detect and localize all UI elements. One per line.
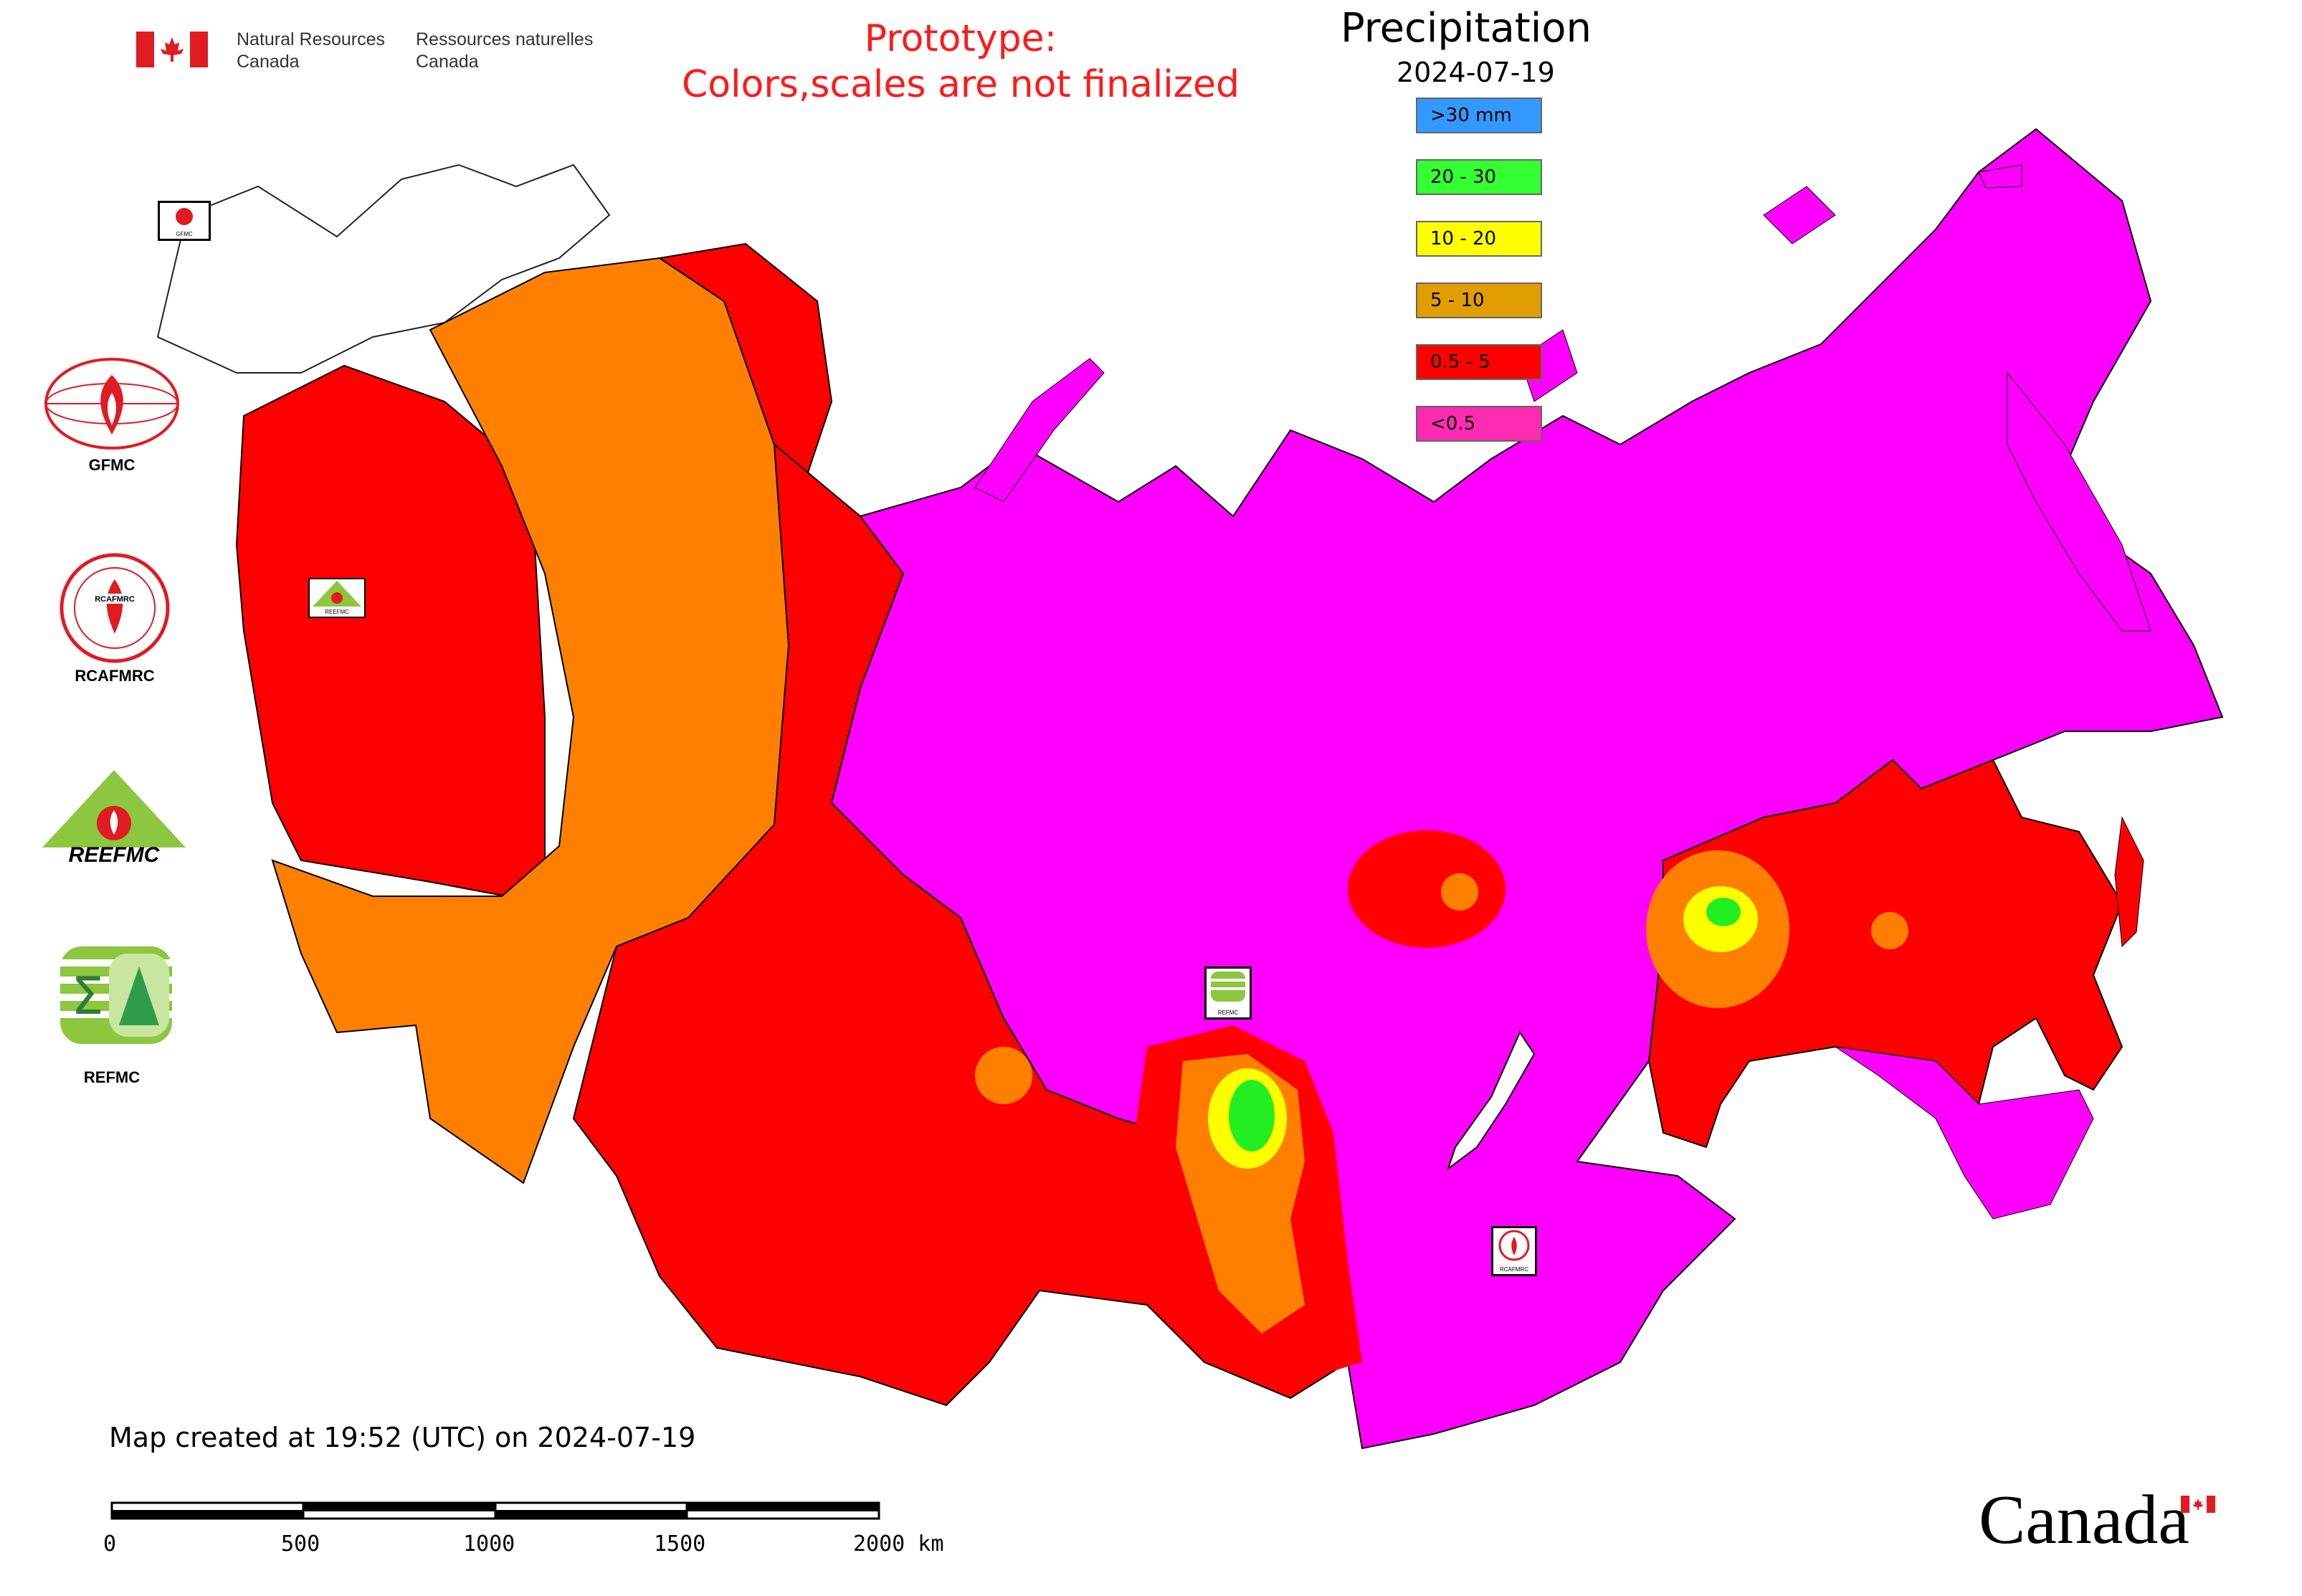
legend-item-4: 0.5 - 5: [1416, 344, 1542, 380]
canada-flag-icon: [136, 32, 208, 67]
legend-item-3: 5 - 10: [1416, 282, 1542, 318]
gfmc-badge-icon: [176, 208, 193, 225]
rcafmrc-map-badge[interactable]: RCAFMRC: [1491, 1226, 1537, 1276]
blob-siberia-red: [1348, 830, 1506, 948]
legend-item-1: 20 - 30: [1416, 159, 1542, 195]
reefmc-badge-icon: [313, 581, 361, 607]
region-west-red: [235, 364, 546, 905]
reefmc-map-badge[interactable]: REEFMC: [308, 578, 366, 618]
dept-name-en: Natural Resources Canada: [237, 29, 386, 72]
region-fareast-red: [1647, 759, 2123, 1149]
canada-wordmark: Canada: [1979, 1481, 2215, 1559]
reefmc-emblem-icon: REEFMC: [42, 770, 186, 867]
gfmc-badge-label: GFMC: [176, 231, 193, 237]
rcafmrc-emblem-icon: RCAFMRC: [60, 553, 170, 663]
reefmc-logo: REEFMC: [39, 767, 189, 868]
rcafmrc-badge-label: RCAFMRC: [1500, 1266, 1528, 1273]
scale-label-1500: 1500: [654, 1531, 706, 1557]
map-created-text: Map created at 19:52 (UTC) on 2024-07-19: [109, 1422, 696, 1453]
legend-item-label: <0.5: [1430, 413, 1476, 434]
gfmc-map-badge[interactable]: GFMC: [158, 201, 211, 241]
refmc-emblem-icon: Σ: [60, 946, 172, 1044]
severnaya-zemlya: [1519, 329, 1578, 402]
refmc-caption: REFMC: [83, 1068, 141, 1086]
legend-item-label: 10 - 20: [1430, 228, 1497, 250]
scale-label-1000: 1000: [463, 1531, 515, 1557]
region-kola-red: [657, 242, 833, 490]
sakhalin: [2114, 816, 2144, 948]
legend-item-5: <0.5: [1416, 406, 1542, 442]
gfmc-emblem-icon: [44, 358, 179, 450]
legend-item-label: 0.5 - 5: [1430, 351, 1490, 373]
rcafmrc-logo: RCAFMRC: [57, 551, 172, 665]
refmc-badge-icon: [1211, 972, 1245, 1002]
legend-title: Precipitation: [1341, 5, 1592, 52]
blob-small-orange: [975, 1047, 1032, 1104]
blob-altai-green: [1229, 1080, 1275, 1151]
scale-label-500: 500: [281, 1531, 320, 1557]
legend-item-2: 10 - 20: [1416, 221, 1542, 257]
canada-wordmark-text: Canada: [1979, 1481, 2189, 1559]
scandinavia-outline: [156, 163, 611, 374]
legend-date: 2024-07-19: [1397, 57, 1555, 88]
lake-baikal: [1447, 1030, 1536, 1171]
blob-siberia-orange: [1441, 873, 1478, 911]
legend-item-label: 20 - 30: [1430, 166, 1497, 188]
reefmc-badge-label: REEFMC: [325, 609, 349, 615]
blob-fareast-green: [1706, 898, 1741, 926]
svg-text:Σ: Σ: [71, 966, 104, 1026]
new-siberian-islands: [1763, 186, 1836, 244]
rcafmrc-badge-icon: [1498, 1230, 1530, 1261]
scale-bar: [110, 1501, 880, 1520]
novaya-zemlya: [974, 358, 1105, 503]
wordmark-flag-icon: [2181, 1496, 2215, 1513]
rcafmrc-caption: RCAFMRC: [75, 667, 155, 685]
gfmc-logo: [40, 357, 184, 457]
prototype-notice: Prototype: Colors,scales are not finaliz…: [674, 16, 1247, 108]
prototype-line-1: Prototype:: [864, 17, 1057, 60]
svg-text:REEFMC: REEFMC: [69, 843, 161, 867]
legend-item-label: 5 - 10: [1430, 290, 1485, 311]
scale-label-0: 0: [103, 1531, 117, 1557]
legend-item-label: >30 mm: [1430, 105, 1512, 126]
dept-name-fr: Ressources naturelles Canada: [416, 29, 594, 72]
refmc-map-badge[interactable]: REFMC: [1204, 966, 1252, 1020]
gfmc-caption: GFMC: [88, 456, 135, 474]
refmc-logo: Σ: [59, 945, 173, 1045]
blob-fareast-orange-dot: [1871, 912, 1908, 949]
scale-label-2000km: 2000 km: [853, 1531, 944, 1557]
refmc-badge-label: REFMC: [1217, 1010, 1239, 1016]
legend-item-0: >30 mm: [1416, 98, 1542, 133]
region-fareast-magenta: [1835, 1046, 2094, 1220]
svg-text:RCAFMRC: RCAFMRC: [95, 595, 135, 604]
prototype-line-2: Colors,scales are not finalized: [681, 63, 1240, 106]
wrangel: [1978, 164, 2022, 189]
kamchatka: [2007, 371, 2151, 632]
